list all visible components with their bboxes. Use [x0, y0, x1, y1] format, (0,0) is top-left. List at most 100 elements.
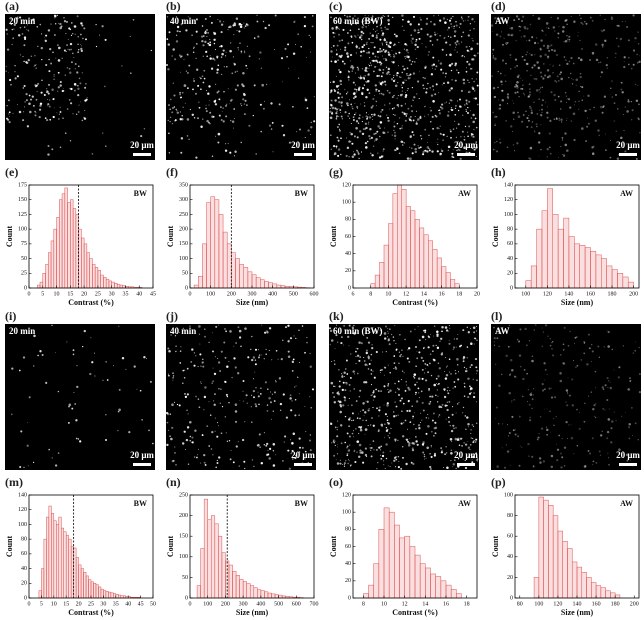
speckle: [291, 442, 294, 445]
speckle: [446, 81, 450, 84]
speckle: [529, 146, 533, 150]
speckle: [546, 148, 549, 151]
speckle: [191, 34, 193, 37]
speckle: [56, 44, 59, 47]
speckle: [266, 331, 269, 334]
x-tick-label: 500: [289, 291, 298, 297]
speckle: [428, 51, 430, 53]
speckle: [553, 49, 556, 52]
speckle: [220, 106, 222, 108]
speckle: [408, 347, 411, 350]
speckle: [340, 112, 342, 114]
speckle: [622, 345, 625, 347]
speckle: [258, 354, 261, 356]
speckle: [26, 29, 27, 30]
x-tick-label: 20: [81, 291, 87, 297]
speckle: [336, 49, 338, 51]
bar: [45, 264, 49, 289]
speckle: [593, 404, 596, 407]
speckle: [393, 94, 395, 97]
speckle: [422, 360, 425, 362]
speckle: [17, 104, 19, 106]
speckle: [294, 20, 296, 22]
speckle: [343, 62, 346, 65]
speckle: [400, 104, 403, 107]
speckle: [395, 414, 397, 417]
speckle: [333, 152, 337, 155]
speckle: [357, 34, 359, 36]
speckle: [436, 330, 439, 334]
speckle: [267, 449, 269, 451]
speckle: [237, 372, 240, 375]
speckle: [447, 35, 450, 38]
speckle: [201, 40, 203, 42]
speckle: [238, 49, 239, 51]
speckle: [76, 365, 78, 367]
speckle: [72, 353, 75, 356]
speckle: [512, 111, 515, 114]
speckle: [254, 371, 256, 373]
speckle: [546, 408, 548, 410]
speckle: [299, 446, 301, 449]
speckle: [55, 351, 57, 353]
speckle: [426, 150, 429, 153]
speckle: [352, 116, 355, 119]
speckle: [496, 150, 498, 153]
speckle: [448, 342, 451, 345]
speckle: [452, 424, 455, 427]
speckle: [340, 342, 343, 345]
speckle: [340, 137, 342, 140]
speckle: [391, 462, 393, 464]
speckle: [298, 437, 301, 440]
speckle: [613, 102, 616, 105]
speckle: [383, 332, 387, 335]
speckle: [366, 140, 369, 143]
bar: [50, 240, 55, 289]
speckle: [348, 397, 350, 400]
speckle: [352, 81, 355, 84]
speckle: [290, 452, 292, 455]
bar: [228, 564, 233, 599]
speckle: [446, 135, 448, 138]
bar: [441, 266, 447, 289]
speckle: [357, 108, 358, 109]
speckle: [536, 438, 539, 441]
speckle: [333, 360, 335, 362]
speckle: [523, 369, 526, 371]
speckle: [179, 350, 182, 352]
speckle: [275, 380, 277, 382]
speckle: [433, 427, 436, 430]
speckle: [407, 349, 409, 351]
speckle: [573, 104, 575, 106]
speckle: [587, 94, 590, 97]
scale-bar-label: 20 μm: [454, 140, 478, 150]
speckle: [403, 111, 406, 115]
bar: [232, 570, 237, 599]
speckle: [438, 92, 440, 94]
speckle: [599, 434, 603, 437]
speckle: [499, 104, 502, 107]
speckle: [467, 34, 470, 37]
speckle: [224, 380, 227, 383]
speckle: [197, 366, 199, 368]
speckle: [247, 356, 250, 359]
speckle: [578, 412, 580, 413]
bar: [56, 524, 60, 599]
speckle: [57, 452, 60, 454]
speckle: [333, 89, 335, 91]
speckle: [387, 465, 389, 467]
speckle: [336, 341, 339, 343]
speckle: [105, 414, 107, 416]
speckle: [434, 68, 436, 70]
speckle: [417, 118, 420, 121]
speckle: [337, 126, 339, 128]
speckle: [330, 381, 334, 385]
speckle: [257, 443, 260, 447]
bar: [231, 252, 236, 289]
speckle: [366, 41, 368, 44]
speckle: [383, 337, 387, 340]
speckle: [252, 378, 255, 380]
speckle: [561, 30, 565, 33]
speckle: [217, 64, 220, 67]
speckle: [468, 100, 471, 103]
